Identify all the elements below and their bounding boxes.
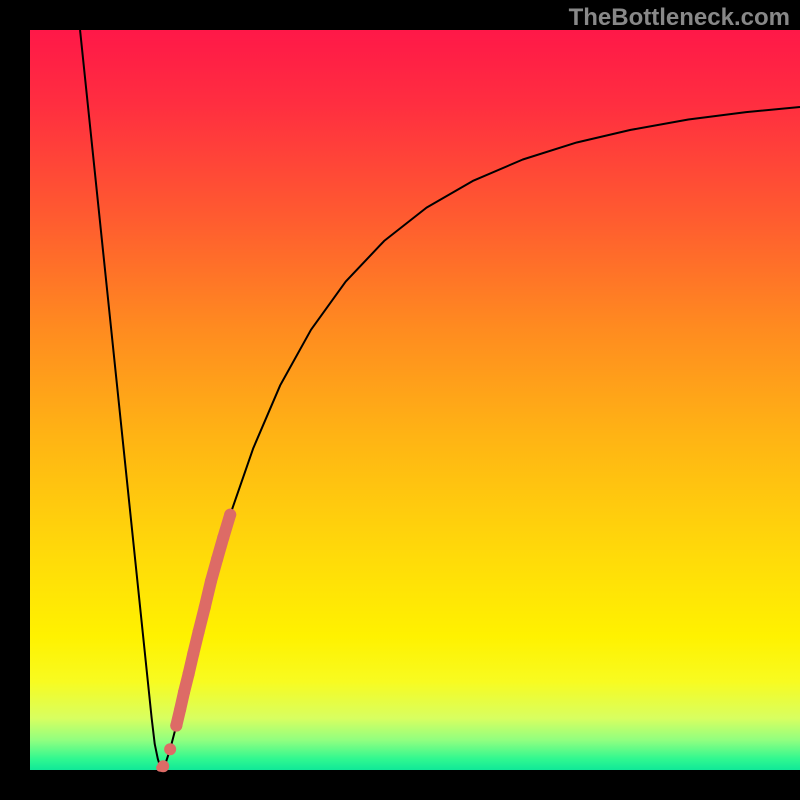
chart-svg [0, 0, 800, 800]
watermark-text: TheBottleneck.com [569, 4, 790, 32]
chart-container: { "canvas": { "width": 800, "height": 80… [0, 0, 800, 800]
highlight-dots [156, 743, 176, 772]
highlight-segment-line [176, 515, 230, 726]
